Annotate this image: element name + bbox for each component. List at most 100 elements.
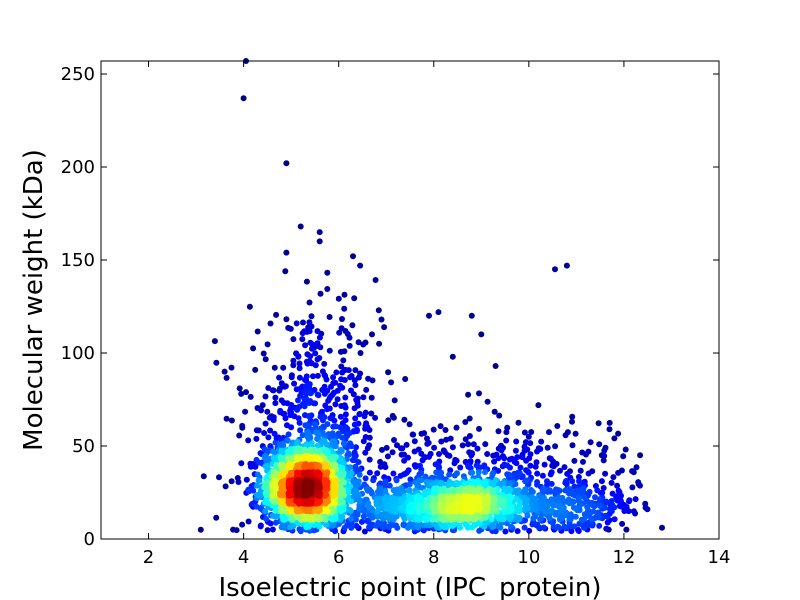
y-tick-label: 100 — [61, 343, 95, 364]
data-point — [347, 464, 354, 471]
data-point — [603, 525, 610, 532]
data-point — [295, 440, 301, 447]
data-point — [222, 483, 229, 490]
data-point — [525, 433, 532, 440]
data-point — [211, 338, 218, 345]
data-point — [482, 514, 489, 521]
data-point — [240, 95, 247, 102]
data-point — [552, 443, 559, 450]
data-point — [437, 423, 444, 430]
data-point — [279, 447, 286, 454]
data-point — [600, 457, 607, 464]
data-point — [327, 415, 334, 422]
data-point — [407, 476, 414, 483]
data-point — [548, 507, 555, 514]
data-point — [535, 402, 542, 409]
data-point — [417, 462, 423, 469]
data-point — [316, 238, 323, 245]
data-point — [577, 467, 584, 474]
data-point — [269, 387, 276, 394]
data-point — [447, 435, 454, 442]
data-point — [286, 477, 293, 484]
data-point — [365, 511, 372, 518]
data-point — [286, 461, 293, 468]
data-point — [375, 307, 382, 314]
data-point — [321, 414, 328, 421]
data-point — [263, 499, 270, 506]
data-point — [532, 513, 538, 520]
data-point — [285, 431, 292, 438]
data-point — [465, 516, 472, 523]
data-point — [302, 389, 309, 396]
data-point — [370, 477, 377, 484]
data-point — [620, 453, 627, 460]
data-point — [228, 478, 235, 485]
data-point — [356, 498, 363, 504]
data-point — [302, 463, 309, 470]
data-point — [356, 471, 363, 478]
data-point — [267, 427, 274, 434]
data-point — [528, 494, 535, 500]
data-point — [253, 427, 260, 434]
data-point — [369, 514, 376, 521]
data-point — [315, 508, 322, 515]
data-point — [301, 328, 308, 335]
data-point — [296, 360, 303, 367]
data-point — [413, 522, 420, 529]
data-point — [522, 439, 529, 446]
data-point — [635, 481, 642, 488]
data-point — [552, 266, 558, 273]
data-point — [491, 408, 498, 415]
y-axis-ticks: 0 50 100 150 200 250 — [61, 64, 719, 550]
data-point — [586, 488, 593, 495]
data-point — [336, 449, 343, 456]
data-point — [291, 380, 298, 387]
data-point — [473, 462, 480, 469]
data-point — [514, 454, 521, 461]
data-point — [482, 480, 489, 487]
data-point — [435, 309, 442, 316]
data-point — [481, 462, 488, 469]
data-point — [568, 528, 575, 535]
data-point — [497, 514, 504, 521]
data-point — [437, 515, 444, 522]
data-point — [433, 469, 440, 476]
data-point — [265, 434, 272, 441]
data-point — [332, 423, 339, 430]
data-point — [267, 320, 274, 327]
data-point — [569, 418, 575, 425]
data-point — [362, 434, 369, 440]
data-point — [537, 515, 544, 522]
data-point — [548, 480, 555, 487]
data-point — [306, 328, 313, 335]
data-point — [598, 478, 605, 485]
data-point — [366, 469, 373, 476]
data-point — [533, 459, 540, 466]
data-point — [341, 348, 348, 355]
data-point — [360, 394, 367, 401]
data-point — [258, 407, 265, 414]
data-point — [546, 515, 553, 522]
data-point — [349, 322, 356, 329]
data-point — [614, 482, 621, 489]
data-point — [265, 385, 272, 391]
data-point — [402, 376, 409, 382]
data-point — [610, 474, 617, 481]
data-point — [355, 459, 362, 466]
data-points — [197, 58, 665, 535]
data-point — [506, 493, 513, 500]
data-point — [401, 514, 407, 521]
data-point — [390, 414, 397, 421]
data-point — [633, 464, 640, 471]
data-point — [350, 253, 356, 260]
data-point — [536, 493, 543, 500]
data-point — [342, 394, 349, 401]
data-point — [293, 320, 300, 327]
data-point — [335, 295, 342, 302]
data-point — [342, 411, 349, 418]
data-point — [347, 441, 354, 447]
data-point — [424, 522, 431, 529]
data-point — [393, 477, 400, 484]
data-point — [550, 523, 557, 530]
data-point — [308, 497, 315, 504]
